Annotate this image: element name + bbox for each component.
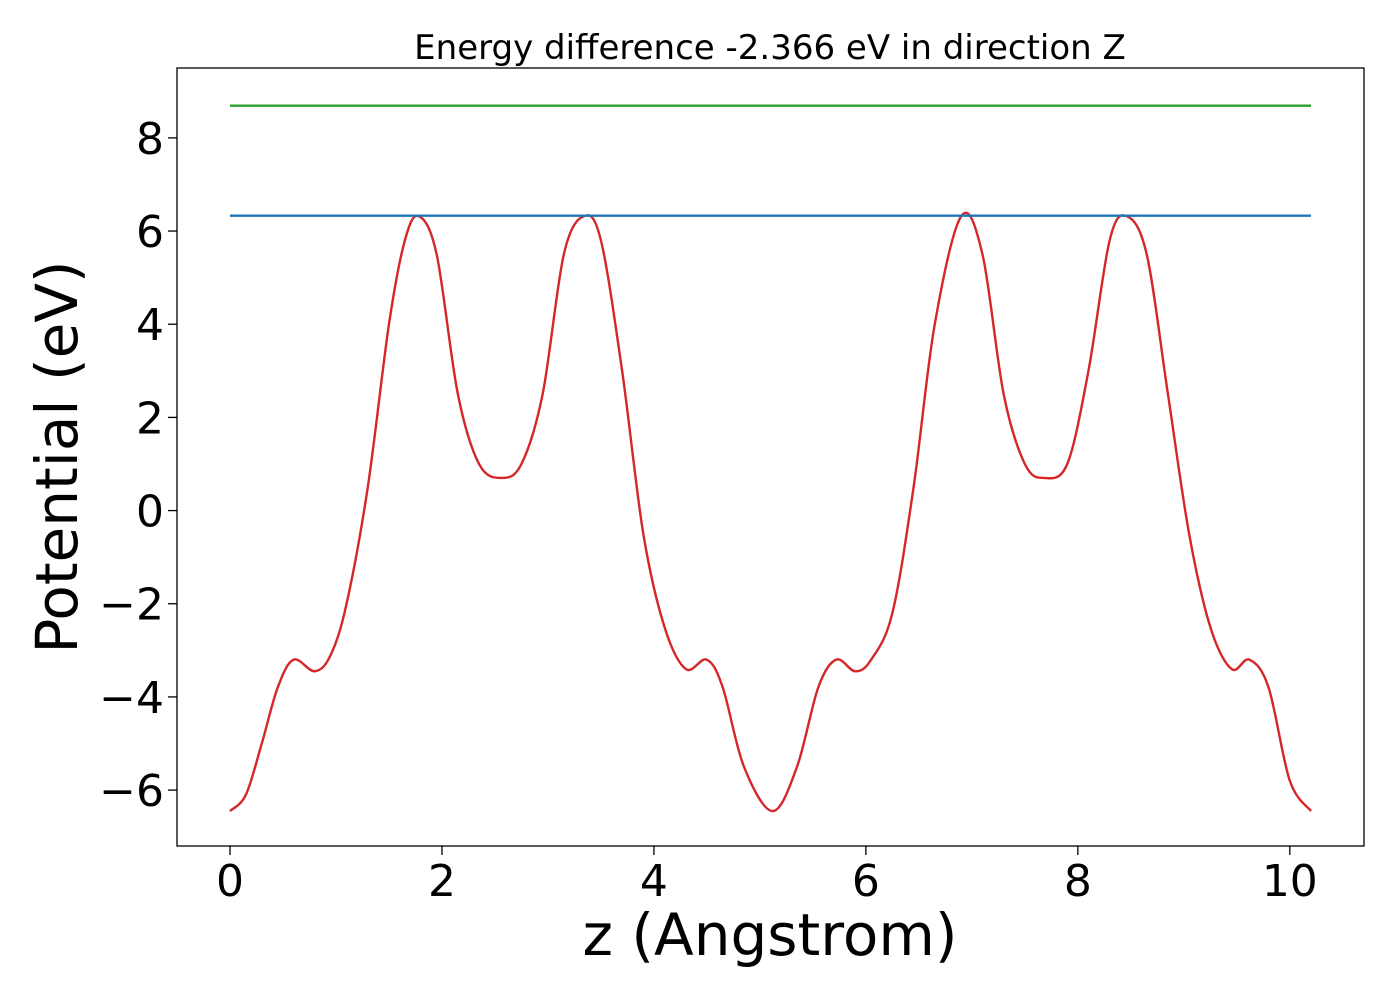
y-tick-label: −2 — [99, 580, 164, 631]
series-line-1 — [229, 211, 1312, 813]
y-tick-label: 0 — [136, 487, 164, 538]
y-tick-label: 8 — [136, 114, 164, 165]
y-tick-label: 2 — [136, 393, 164, 444]
plot-area — [229, 104, 1312, 813]
x-tick-label: 8 — [1064, 856, 1092, 907]
x-tick-label: 2 — [428, 856, 456, 907]
y-tick-label: 6 — [136, 207, 164, 258]
y-axis: −6 −4 −2 0 2 4 6 8 — [99, 114, 177, 817]
x-tick-label: 6 — [852, 856, 880, 907]
x-tick-label: 4 — [640, 856, 668, 907]
x-axis-label: z (Angstrom) — [583, 901, 958, 969]
y-tick-label: −4 — [99, 673, 164, 724]
y-tick-label: 4 — [136, 300, 164, 351]
x-axis: 0 2 4 6 8 10 — [216, 846, 1318, 907]
x-tick-label: 10 — [1262, 856, 1318, 907]
plot-frame — [176, 67, 1365, 847]
x-tick-label: 0 — [216, 856, 244, 907]
y-axis-label: Potential (eV) — [23, 260, 91, 653]
chart-title: Energy difference -2.366 eV in direction… — [414, 28, 1126, 68]
y-tick-label: −6 — [99, 766, 164, 817]
